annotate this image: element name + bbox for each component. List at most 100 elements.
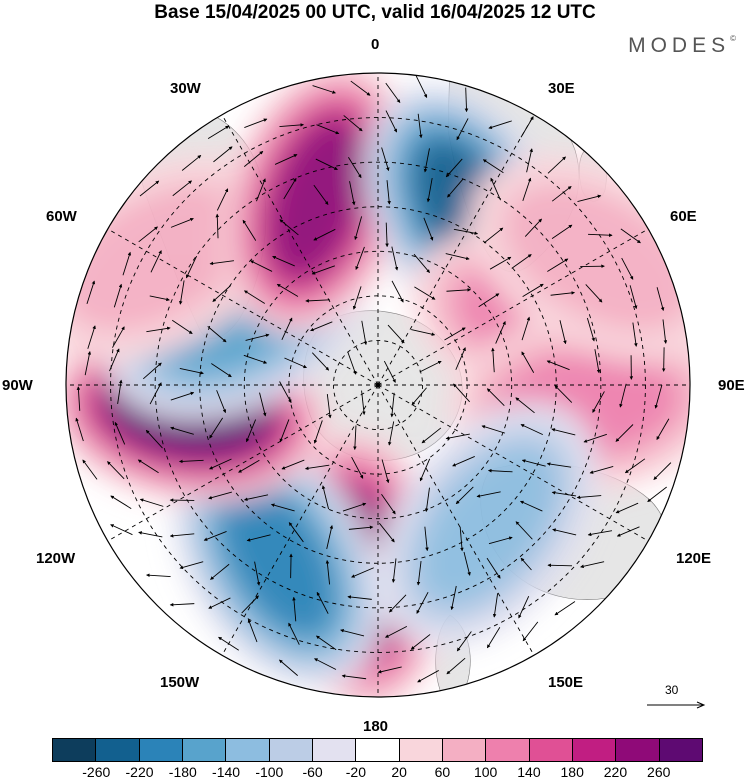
wind-arrow [413, 253, 430, 274]
latitude-circle [243, 250, 513, 520]
wind-arrow [216, 188, 229, 211]
wind-arrow [281, 317, 293, 341]
wind-arrow [215, 213, 220, 239]
colorbar-swatch-4 [225, 739, 269, 761]
wind-arrow [361, 320, 368, 346]
wind-arrow [146, 326, 171, 333]
wind-arrow [464, 87, 469, 113]
wind-arrow [456, 118, 469, 141]
wind-arrow [245, 333, 270, 341]
meridian-line [377, 384, 649, 542]
wind-arrow [385, 82, 401, 104]
wind-arrow [550, 291, 576, 296]
wind-arrow [377, 666, 402, 674]
colorbar-tick-9: 100 [473, 764, 498, 780]
wind-arrow [109, 348, 120, 372]
wind-arrow [520, 116, 534, 138]
colorbar-swatch-9 [441, 739, 486, 761]
wind-arrow [522, 621, 539, 642]
wind-arrow [387, 324, 405, 344]
wind-arrow [209, 260, 234, 266]
wind-arrow [459, 526, 464, 552]
lon-label-90e: 90E [718, 377, 745, 394]
wind-arrow [139, 180, 160, 197]
colorbar-swatch-11 [528, 739, 572, 761]
wind-arrow [122, 251, 132, 276]
wind-arrow [662, 319, 668, 344]
wind-vectors [75, 75, 672, 683]
colorbar-swatch-2 [138, 739, 182, 761]
wind-arrow [486, 388, 505, 406]
wind-arrow [209, 458, 232, 470]
wind-arrow [419, 458, 431, 482]
wind-arrow [519, 500, 543, 512]
wind-arrow [654, 384, 663, 409]
meridian-line [377, 228, 649, 386]
wind-arrow [351, 456, 364, 479]
wind-arrow [279, 419, 290, 443]
colorbar-swatch-1 [95, 739, 139, 761]
colorbar-swatch-8 [398, 739, 442, 761]
wind-arrow [326, 525, 334, 550]
wind-arrow [452, 456, 475, 467]
colorbar-swatch-13 [615, 739, 659, 761]
wind-arrow [463, 551, 471, 576]
wind-arrow [347, 595, 372, 600]
wind-arrow [518, 595, 530, 619]
wind-arrow [325, 559, 331, 585]
wind-arrow [110, 495, 132, 509]
wind-arrow [447, 178, 464, 198]
colorbar-swatch-14 [658, 739, 702, 761]
wind-arrow [150, 250, 162, 273]
wind-arrow [315, 635, 337, 651]
wind-arrow [424, 526, 429, 552]
wind-arrow [521, 351, 535, 373]
pole-marker [375, 382, 381, 388]
wind-arrow [385, 625, 408, 638]
wind-arrow [87, 325, 96, 349]
wind-arrow [304, 464, 330, 471]
colorbar-tick-10: 140 [517, 764, 541, 780]
wind-arrow [348, 525, 374, 530]
wind-arrow [450, 585, 457, 611]
wind-arrow [178, 280, 185, 305]
lon-label-120e: 120E [676, 550, 712, 567]
wind-arrow [316, 591, 329, 614]
colorbar-swatch-5 [268, 739, 312, 761]
wind-arrow [453, 383, 470, 403]
wind-arrow [310, 321, 333, 332]
wind-arrow [616, 526, 640, 537]
wind-arrow [348, 156, 362, 179]
wind-arrow [242, 219, 257, 241]
wind-arrow [421, 427, 442, 444]
wind-arrow [589, 465, 614, 474]
colorbar-tick-2: -180 [168, 764, 197, 780]
wind-arrow [352, 286, 362, 310]
wind-arrow [381, 147, 390, 172]
wind-arrow [455, 347, 466, 370]
wind-arrow [445, 158, 463, 178]
reference-vector-label: 30 [665, 683, 679, 697]
wind-arrow [311, 265, 335, 275]
wind-arrow [138, 531, 163, 538]
wind-arrow [238, 459, 260, 473]
wind-arrow [577, 194, 602, 202]
wind-arrow [181, 155, 202, 171]
wind-arrow [212, 285, 232, 302]
wind-arrow [521, 316, 531, 341]
wind-arrow [259, 392, 267, 417]
wind-arrow [274, 154, 298, 165]
colorbar-tick-7: 20 [391, 764, 407, 780]
lon-label-30e: 30E [548, 80, 575, 97]
wind-arrow [341, 674, 367, 680]
wind-arrow [521, 459, 546, 467]
wind-arrow [495, 320, 506, 344]
wind-arrow [243, 494, 269, 501]
wind-arrow [547, 156, 566, 174]
meridian-line [107, 228, 379, 386]
wind-arrow [488, 120, 512, 130]
wind-arrow [390, 392, 395, 418]
wind-arrow [490, 177, 501, 201]
colorbar-ticks: -260 -220 -180 -140 -100 -60 -20 20 60 100 140 180 2… [53, 764, 702, 782]
reference-arrow [647, 701, 706, 709]
